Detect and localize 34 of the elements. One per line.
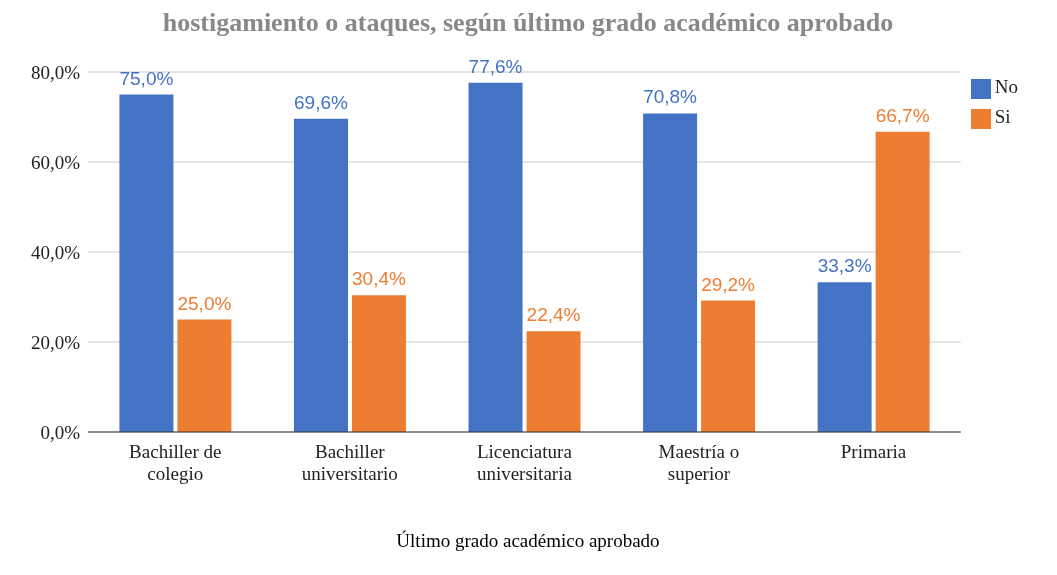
bar [468,82,523,432]
x-tick-label: Bachiller de colegio [129,441,222,484]
y-tick-label: 40,0% [30,241,81,263]
x-tick-label: Primaria [840,441,907,462]
x-tick-label: Maestría o superior [658,441,740,484]
y-tick-label: 20,0% [30,331,81,353]
bar [119,94,174,432]
data-label: 66,7% [875,104,930,126]
x-axis-title: Último grado académico aprobado [395,530,661,552]
data-label: 77,6% [468,55,523,77]
y-tick-label: 60,0% [30,151,81,173]
data-label: 25,0% [177,292,232,314]
legend-label: Si [994,106,1011,127]
data-label: 69,6% [294,91,349,113]
bar [701,300,756,432]
bar [351,295,406,432]
data-label: 70,8% [643,86,698,108]
chart-title: hostigamiento o ataques, según último grado académico aprobado [161,8,895,39]
y-tick-label: 80,0% [30,61,81,83]
data-label: 22,4% [526,304,581,326]
x-tick-label: Bachiller universitario [301,441,398,484]
data-label: 33,3% [817,255,872,277]
data-label: 75,0% [119,67,174,89]
data-label: 29,2% [701,273,756,295]
bar [643,113,698,432]
y-tick-label: 0,0% [40,421,81,443]
x-tick-label: Licenciatura universitaria [476,441,573,484]
data-label: 30,4% [352,268,407,290]
legend-label: No [994,76,1018,97]
bar [293,118,348,432]
bar [177,319,232,432]
bar [817,282,872,432]
bar [526,331,581,432]
bar [875,131,930,432]
